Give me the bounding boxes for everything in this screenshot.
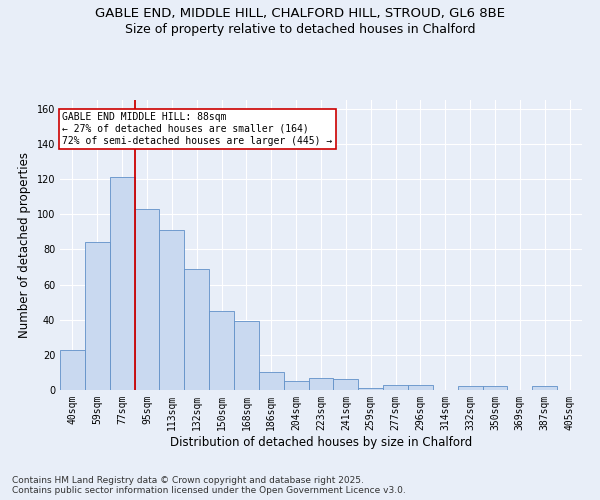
- Bar: [308, 378, 334, 390]
- Bar: [284, 381, 308, 390]
- Bar: [234, 322, 259, 390]
- Bar: [134, 209, 160, 390]
- Bar: [184, 268, 209, 390]
- X-axis label: Distribution of detached houses by size in Chalford: Distribution of detached houses by size …: [170, 436, 472, 448]
- Bar: [334, 380, 358, 390]
- Bar: [160, 230, 184, 390]
- Bar: [110, 178, 134, 390]
- Text: GABLE END MIDDLE HILL: 88sqm
← 27% of detached houses are smaller (164)
72% of s: GABLE END MIDDLE HILL: 88sqm ← 27% of de…: [62, 112, 333, 146]
- Text: Contains HM Land Registry data © Crown copyright and database right 2025.
Contai: Contains HM Land Registry data © Crown c…: [12, 476, 406, 495]
- Bar: [482, 386, 508, 390]
- Bar: [383, 384, 408, 390]
- Bar: [209, 311, 234, 390]
- Bar: [532, 386, 557, 390]
- Bar: [358, 388, 383, 390]
- Bar: [458, 386, 482, 390]
- Bar: [60, 350, 85, 390]
- Text: Size of property relative to detached houses in Chalford: Size of property relative to detached ho…: [125, 22, 475, 36]
- Y-axis label: Number of detached properties: Number of detached properties: [18, 152, 31, 338]
- Bar: [259, 372, 284, 390]
- Bar: [408, 384, 433, 390]
- Text: GABLE END, MIDDLE HILL, CHALFORD HILL, STROUD, GL6 8BE: GABLE END, MIDDLE HILL, CHALFORD HILL, S…: [95, 8, 505, 20]
- Bar: [85, 242, 110, 390]
